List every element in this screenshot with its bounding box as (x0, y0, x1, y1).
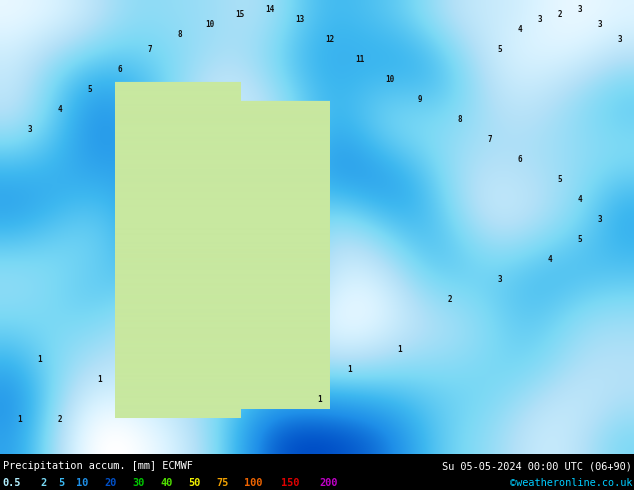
Text: 3: 3 (598, 215, 602, 224)
Text: 11: 11 (356, 55, 365, 64)
Text: 75: 75 (216, 478, 228, 488)
Text: 1: 1 (347, 365, 353, 374)
Text: 6: 6 (118, 65, 122, 74)
Text: 4: 4 (58, 105, 62, 114)
Text: 8: 8 (458, 115, 462, 124)
Text: 1: 1 (18, 415, 22, 423)
Text: 20: 20 (104, 478, 117, 488)
Text: 2: 2 (58, 415, 62, 423)
Text: 5: 5 (87, 85, 93, 94)
Text: 5: 5 (558, 175, 562, 184)
Text: 1: 1 (37, 355, 42, 364)
Text: 4: 4 (578, 195, 582, 204)
Text: 5: 5 (58, 478, 65, 488)
Text: 15: 15 (235, 10, 245, 20)
Text: 200: 200 (319, 478, 337, 488)
Text: Precipitation accum. [mm] ECMWF: Precipitation accum. [mm] ECMWF (3, 461, 192, 471)
Text: 7: 7 (488, 135, 493, 144)
Text: 1: 1 (98, 375, 102, 384)
Text: 4: 4 (548, 255, 552, 264)
Text: 2: 2 (448, 295, 452, 304)
Text: 3: 3 (578, 5, 582, 15)
Text: 7: 7 (148, 46, 152, 54)
Text: 2: 2 (558, 10, 562, 20)
Text: 1: 1 (398, 345, 403, 354)
Text: 3: 3 (28, 125, 32, 134)
Text: 2: 2 (41, 478, 46, 488)
Text: 8: 8 (178, 30, 183, 39)
Text: Su 05-05-2024 00:00 UTC (06+90): Su 05-05-2024 00:00 UTC (06+90) (443, 461, 632, 471)
Text: 14: 14 (266, 5, 275, 15)
Text: 100: 100 (243, 478, 262, 488)
Text: 30: 30 (132, 478, 145, 488)
Text: 12: 12 (325, 35, 335, 45)
Text: 1: 1 (318, 394, 322, 404)
Text: 13: 13 (295, 16, 304, 24)
Text: 0.5: 0.5 (3, 478, 21, 488)
Text: 150: 150 (281, 478, 300, 488)
Text: 10: 10 (205, 21, 215, 29)
Text: 3: 3 (598, 21, 602, 29)
Text: 5: 5 (498, 46, 502, 54)
Text: ©weatheronline.co.uk: ©weatheronline.co.uk (510, 478, 632, 488)
Text: 3: 3 (498, 275, 502, 284)
Text: 10: 10 (385, 75, 394, 84)
Text: 10: 10 (76, 478, 89, 488)
Text: 5: 5 (578, 235, 582, 244)
Text: 9: 9 (418, 95, 422, 104)
Text: 50: 50 (188, 478, 200, 488)
Text: 6: 6 (518, 155, 522, 164)
Text: 4: 4 (518, 25, 522, 34)
Text: 40: 40 (160, 478, 172, 488)
Text: 3: 3 (538, 16, 542, 24)
Text: 3: 3 (618, 35, 623, 45)
